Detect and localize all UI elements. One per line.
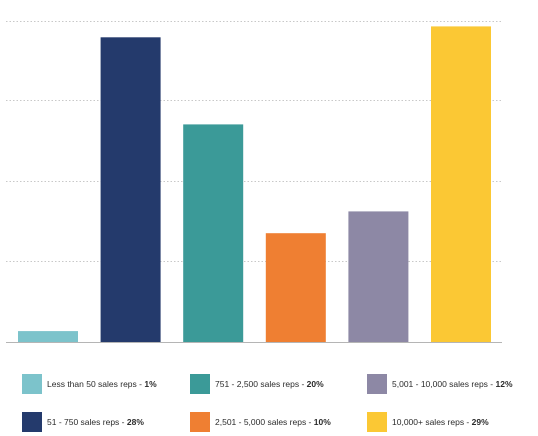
bar-5: [348, 211, 409, 342]
legend-label-pct: 20%: [306, 379, 324, 389]
legend-label-pct: 1%: [144, 379, 157, 389]
bar-2: [100, 37, 161, 343]
legend-label-text: Less than 50 sales reps -: [47, 379, 145, 389]
legend-label: 5,001 - 10,000 sales reps - 12%: [392, 379, 513, 389]
bars: [18, 26, 491, 343]
legend-label-pct: 28%: [126, 417, 144, 427]
legend-swatch: [190, 412, 210, 432]
legend-item-1: Less than 50 sales reps - 1%: [22, 374, 157, 394]
bar-6: [431, 26, 491, 343]
legend-label-pct: 12%: [495, 379, 513, 389]
legend-label-text: 51 - 750 sales reps -: [47, 417, 127, 427]
legend-label: Less than 50 sales reps - 1%: [47, 379, 157, 389]
legend-item-2: 51 - 750 sales reps - 28%: [22, 412, 144, 432]
legend-label-text: 751 - 2,500 sales reps -: [215, 379, 307, 389]
legend-swatch: [22, 412, 42, 432]
legend-swatch: [190, 374, 210, 394]
legend-label-text: 2,501 - 5,000 sales reps -: [215, 417, 314, 427]
legend-label-text: 10,000+ sales reps -: [392, 417, 472, 427]
gridlines: [6, 21, 502, 262]
legend-label: 751 - 2,500 sales reps - 20%: [215, 379, 324, 389]
bar-3: [183, 124, 244, 343]
legend-label: 10,000+ sales reps - 29%: [392, 417, 489, 427]
legend-label: 2,501 - 5,000 sales reps - 10%: [215, 417, 331, 427]
legend-item-4: 2,501 - 5,000 sales reps - 10%: [190, 412, 331, 432]
legend-swatch: [22, 374, 42, 394]
legend-swatch: [367, 412, 387, 432]
legend: Less than 50 sales reps - 1% 751 - 2,500…: [0, 368, 538, 436]
bar-1: [18, 331, 78, 342]
legend-label: 51 - 750 sales reps - 28%: [47, 417, 144, 427]
bar-chart: [6, 21, 502, 343]
legend-label-pct: 29%: [471, 417, 489, 427]
legend-label-pct: 10%: [313, 417, 331, 427]
legend-item-3: 751 - 2,500 sales reps - 20%: [190, 374, 324, 394]
bar-4: [265, 233, 326, 342]
legend-item-6: 10,000+ sales reps - 29%: [367, 412, 489, 432]
legend-swatch: [367, 374, 387, 394]
legend-label-text: 5,001 - 10,000 sales reps -: [392, 379, 496, 389]
legend-item-5: 5,001 - 10,000 sales reps - 12%: [367, 374, 513, 394]
